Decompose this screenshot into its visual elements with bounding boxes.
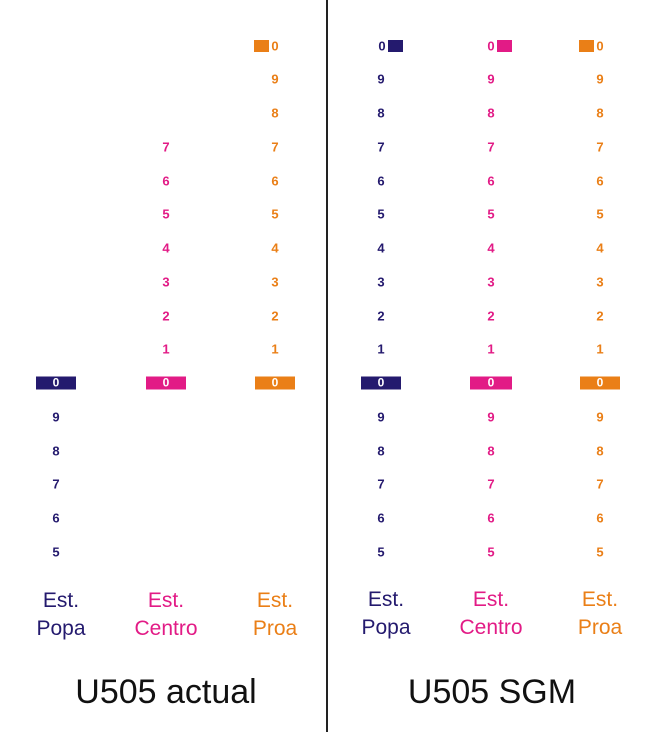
draft-tick-label: 8	[596, 105, 604, 121]
zero-mark-bar: 0	[146, 376, 186, 390]
column-label-line2: Proa	[577, 616, 623, 639]
panel-divider	[326, 0, 328, 732]
draft-tick-label: 2	[377, 308, 385, 323]
draft-tick-label: 9	[487, 71, 495, 87]
draft-tick-label: 6	[162, 173, 170, 188]
draft-tick-label: 7	[271, 139, 279, 155]
draft-tick-label: 6	[596, 173, 604, 188]
draft-tick-label: 9	[377, 409, 385, 425]
draft-tick-label: 8	[52, 443, 60, 458]
draft-tick-label: 5	[271, 206, 279, 222]
draft-tick-label: 1	[596, 341, 604, 357]
draft-tick-label: 4	[487, 240, 495, 256]
column-label-line2: Centro	[134, 617, 198, 640]
column-label-line2: Popa	[36, 617, 86, 640]
draft-tick-label: 5	[377, 544, 385, 560]
draft-tick-label: 9	[596, 71, 604, 87]
draft-tick-label: 2	[271, 308, 279, 323]
draft-tick-label: 1	[271, 341, 279, 357]
zero-mark-bar: 0	[36, 376, 76, 390]
draft-tick-label: 6	[52, 510, 60, 526]
top-zero-label: 0	[271, 38, 279, 53]
draft-tick-label: 6	[377, 510, 385, 526]
draft-tick-label: 4	[596, 240, 604, 256]
column-label-line1: Est.	[147, 589, 185, 612]
top-mark-tag	[388, 39, 403, 52]
top-mark-tag	[497, 39, 512, 52]
zero-mark-bar: 0	[580, 376, 620, 390]
draft-tick-label: 9	[596, 409, 604, 425]
draft-tick-label: 6	[377, 173, 385, 188]
draft-tick-label: 9	[377, 71, 385, 87]
column-label-line1: Est.	[367, 588, 405, 611]
draft-tick-label: 8	[271, 105, 279, 121]
draft-tick-label: 5	[487, 544, 495, 560]
top-zero-label: 0	[378, 38, 386, 53]
draft-tick-label: 3	[377, 274, 385, 290]
draft-tick-label: 5	[52, 544, 60, 560]
draft-tick-label: 7	[596, 139, 604, 155]
draft-tick-label: 8	[377, 105, 385, 121]
draft-tick-label: 6	[596, 510, 604, 526]
column-label-line1: Est.	[581, 588, 619, 611]
draft-tick-label: 8	[487, 443, 495, 458]
draft-tick-label: 5	[377, 206, 385, 222]
draft-tick-label: 3	[271, 274, 279, 290]
column-label-popa: Est. Popa	[361, 586, 410, 642]
draft-tick-label: 3	[162, 274, 170, 290]
panel-title: U505 actual	[75, 673, 257, 711]
column-label-line2: Popa	[361, 616, 411, 639]
column-label-line2: Proa	[252, 617, 298, 640]
column-label-centro: Est. Centro	[134, 587, 197, 643]
zero-mark-bar: 0	[255, 376, 295, 390]
draft-tick-label: 1	[377, 341, 385, 357]
draft-tick-label: 7	[487, 139, 495, 155]
draft-tick-label: 3	[596, 274, 604, 290]
top-mark-tag	[579, 39, 594, 52]
draft-tick-label: 9	[271, 71, 279, 87]
draft-tick-label: 4	[377, 240, 385, 256]
draft-tick-label: 8	[596, 443, 604, 458]
draft-tick-label: 4	[162, 240, 170, 256]
column-label-line2: Centro	[459, 616, 523, 639]
top-zero-label: 0	[487, 38, 495, 53]
draft-tick-label: 4	[271, 240, 279, 256]
draft-tick-label: 7	[487, 476, 495, 492]
top-mark-tag	[254, 39, 269, 52]
draft-tick-label: 7	[162, 139, 170, 155]
draft-tick-label: 7	[377, 139, 385, 155]
draft-tick-label: 2	[162, 308, 170, 323]
draft-tick-label: 5	[596, 206, 604, 222]
draft-tick-label: 6	[271, 173, 279, 188]
column-label-line1: Est.	[42, 589, 80, 612]
draft-tick-label: 5	[162, 206, 170, 222]
draft-tick-label: 7	[377, 476, 385, 492]
column-label-centro: Est. Centro	[459, 586, 522, 642]
zero-mark-bar: 0	[470, 376, 512, 390]
column-label-popa: Est. Popa	[36, 587, 85, 643]
draft-tick-label: 6	[487, 510, 495, 526]
panel-title: U505 SGM	[407, 673, 577, 711]
top-zero-label: 0	[596, 38, 604, 53]
column-label-proa: Est. Proa	[253, 587, 297, 643]
draft-tick-label: 1	[162, 341, 170, 357]
draft-tick-label: 9	[487, 409, 495, 425]
draft-tick-label: 9	[52, 409, 60, 425]
draft-tick-label: 8	[377, 443, 385, 458]
column-label-proa: Est. Proa	[578, 586, 622, 642]
draft-tick-label: 1	[487, 341, 495, 357]
draft-tick-label: 6	[487, 173, 495, 188]
draft-tick-label: 7	[52, 476, 60, 492]
draft-tick-label: 8	[487, 105, 495, 121]
draft-tick-label: 2	[596, 308, 604, 323]
column-label-line1: Est.	[256, 589, 294, 612]
draft-tick-label: 7	[596, 476, 604, 492]
zero-mark-bar: 0	[361, 376, 401, 390]
draft-tick-label: 3	[487, 274, 495, 290]
draft-tick-label: 5	[596, 544, 604, 560]
column-label-line1: Est.	[472, 588, 510, 611]
draft-tick-label: 2	[487, 308, 495, 323]
draft-tick-label: 5	[487, 206, 495, 222]
